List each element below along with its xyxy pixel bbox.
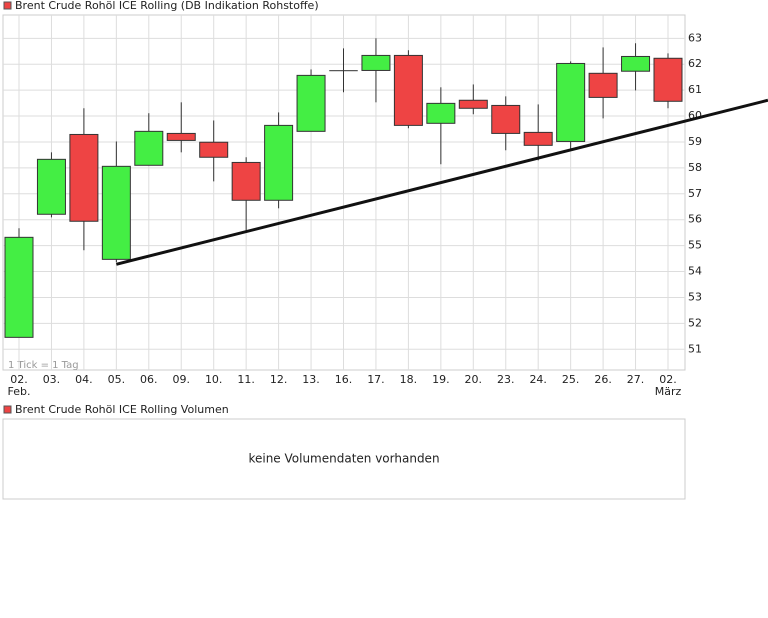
candle-body xyxy=(199,141,229,158)
y-tick-label: 56 xyxy=(688,213,702,226)
x-tick-label: 03. xyxy=(43,373,61,386)
x-tick-label: 26. xyxy=(594,373,612,386)
x-tick-label: 02. xyxy=(659,373,677,386)
x-tick-label: 10. xyxy=(205,373,223,386)
x-tick-label: 16. xyxy=(335,373,353,386)
trendline xyxy=(115,98,768,266)
volume-legend: Brent Crude Rohöl ICE Rolling Volumen xyxy=(15,403,229,416)
candle-body xyxy=(588,72,618,98)
candle-body xyxy=(264,124,294,201)
x-tick-label: 04. xyxy=(75,373,93,386)
volume-message: keine Volumendaten vorhanden xyxy=(248,452,439,466)
x-tick-label: 25. xyxy=(562,373,580,386)
x-tick-label: 23. xyxy=(497,373,515,386)
x-sublabel: März xyxy=(655,385,682,398)
x-tick-label: 09. xyxy=(173,373,191,386)
x-tick-label: 19. xyxy=(432,373,450,386)
candle-body xyxy=(523,131,553,146)
x-tick-label: 06. xyxy=(140,373,158,386)
y-tick-label: 63 xyxy=(688,31,702,44)
y-tick-label: 57 xyxy=(688,187,702,200)
candle-body xyxy=(69,133,99,222)
legend-swatch xyxy=(3,1,12,10)
x-tick-label: 05. xyxy=(108,373,126,386)
y-tick-label: 62 xyxy=(688,57,702,70)
legend-swatch xyxy=(3,405,12,414)
candle-body xyxy=(296,74,326,132)
volume-frame xyxy=(2,418,686,500)
candle-body xyxy=(329,70,358,72)
x-tick-label: 11. xyxy=(237,373,255,386)
candle-body xyxy=(491,104,521,134)
candle-body xyxy=(426,102,456,124)
candle-body xyxy=(393,54,423,126)
candle-body xyxy=(134,130,164,166)
x-tick-label: 02. xyxy=(10,373,28,386)
candle-body xyxy=(556,62,586,142)
y-tick-label: 52 xyxy=(688,316,702,329)
x-tick-label: 12. xyxy=(270,373,288,386)
x-tick-label: 17. xyxy=(367,373,385,386)
candle-body xyxy=(4,236,34,338)
y-tick-label: 58 xyxy=(688,161,702,174)
y-tick-label: 59 xyxy=(688,135,702,148)
candle-body xyxy=(166,132,196,141)
candle-body xyxy=(621,55,651,72)
y-tick-label: 54 xyxy=(688,265,702,278)
x-tick-label: 24. xyxy=(529,373,547,386)
candle-body xyxy=(361,54,391,71)
y-tick-label: 51 xyxy=(688,342,702,355)
x-sublabel: Feb. xyxy=(8,385,31,398)
y-tick-label: 61 xyxy=(688,83,702,96)
candle-body xyxy=(101,165,131,260)
x-tick-label: 27. xyxy=(627,373,645,386)
x-tick-label: 20. xyxy=(465,373,483,386)
y-tick-label: 53 xyxy=(688,290,702,303)
x-tick-label: 18. xyxy=(400,373,418,386)
tick-note: 1 Tick = 1 Tag xyxy=(8,360,79,371)
x-tick-label: 13. xyxy=(302,373,320,386)
y-tick-label: 55 xyxy=(688,239,702,252)
candle-body xyxy=(458,99,488,109)
candle-body xyxy=(653,57,683,102)
candle-body xyxy=(231,161,261,201)
legend: Brent Crude Rohöl ICE Rolling (DB Indika… xyxy=(15,0,319,12)
candle-body xyxy=(36,158,66,215)
